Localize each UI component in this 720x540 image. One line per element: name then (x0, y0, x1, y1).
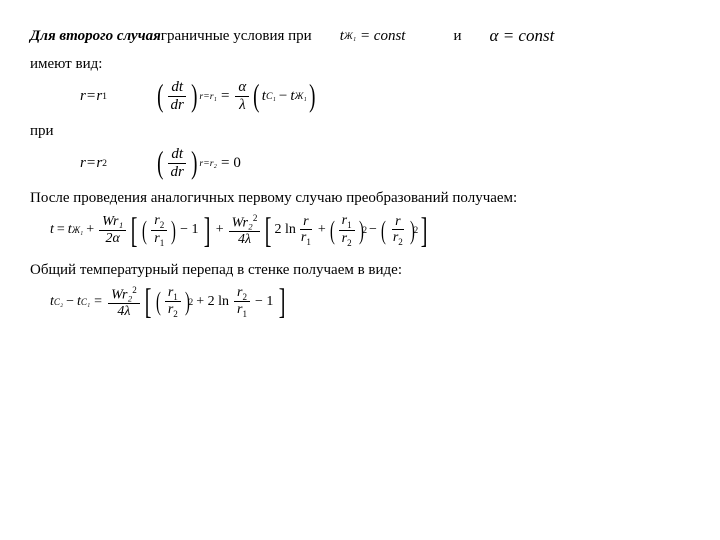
bc1-eq2: = (221, 88, 229, 105)
obshchiy-text: Общий температурный перепад в стенке пол… (30, 262, 690, 279)
bc1-alpha-lambda: α λ (235, 79, 249, 113)
bc1-r: r (80, 88, 86, 105)
bc2-formula: r = r2 ( dt dr )r=r₂ = 0 (80, 146, 690, 180)
conj: и (453, 28, 461, 45)
deltat-formula: tC₂ − tC₁ = Wr₂2 4λ [ ( r1 r2 )2 + 2 ln … (50, 285, 690, 320)
bc1-deriv-sub: r=r₁ (199, 91, 217, 102)
eq1-sub: Ж₁ (344, 31, 356, 42)
bc1-deriv: dt dr (168, 79, 187, 113)
intro-plain: граничные условия при (161, 28, 312, 45)
eq1-rhs: = const (360, 28, 406, 45)
eq2: α = const (490, 26, 555, 46)
bc1-r1-sub: 1 (102, 91, 107, 102)
posle-text: После проведения аналогичных первому слу… (30, 190, 690, 207)
intro-line: Для второго случая граничные условия при… (30, 26, 690, 46)
intro-bold: Для второго случая (30, 28, 161, 45)
bc2-deriv: dt dr (168, 146, 187, 180)
pri-text: при (30, 123, 690, 140)
bc2-r: r (80, 155, 86, 172)
bc1-eq1: = (87, 88, 95, 105)
bc1-formula: r = r1 ( dt dr )r=r₁ = α λ ( tC₁ − tЖ₁ ) (80, 79, 690, 113)
t-formula: t = tЖ₁ + Wr₁ 2α [ ( r2 r1 ) − 1 ] + Wr₂… (50, 213, 690, 248)
imeyut-vid: имеют вид: (30, 56, 690, 73)
